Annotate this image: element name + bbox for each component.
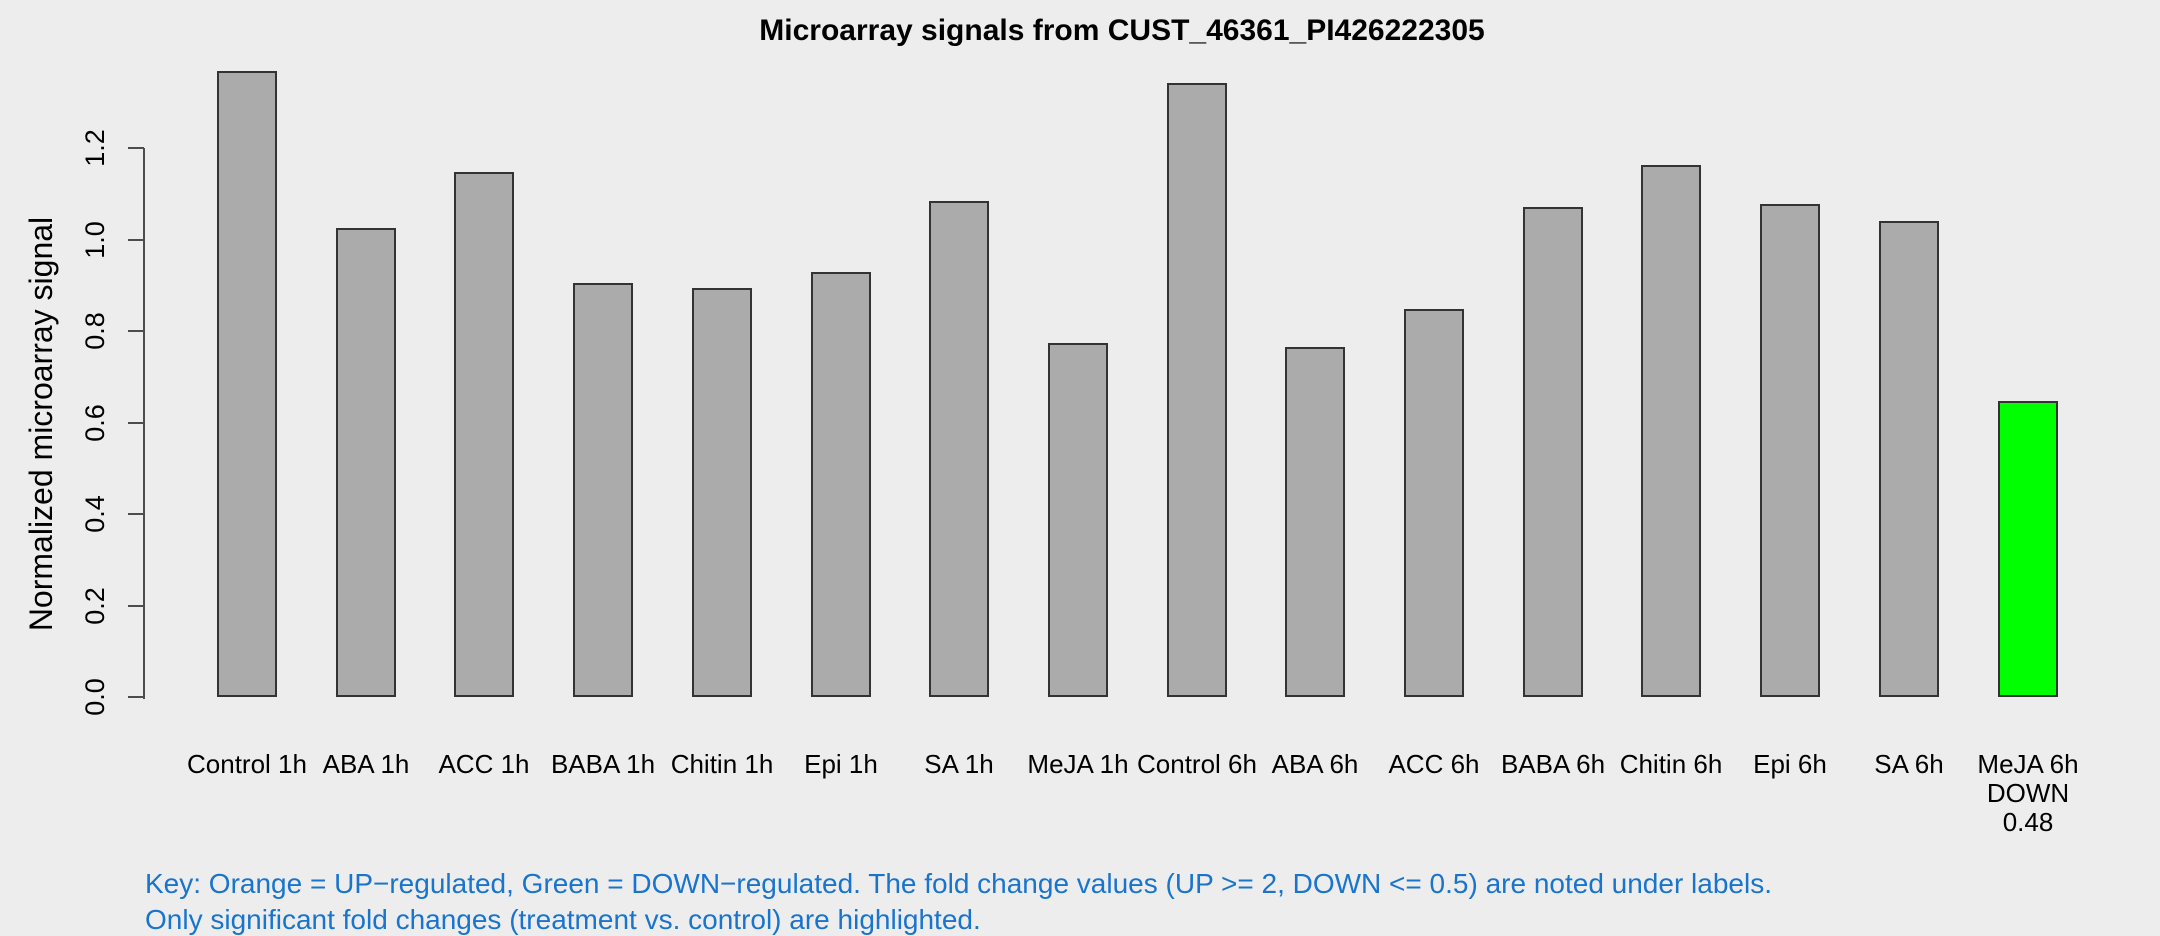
x-tick-label: SA 1h xyxy=(924,749,994,779)
x-tick-label: ABA 6h xyxy=(1271,749,1359,779)
y-tick-label: 0.4 xyxy=(80,495,110,533)
x-tick-label: ACC 6h xyxy=(1388,749,1480,779)
chart-title: Microarray signals from CUST_46361_PI426… xyxy=(759,14,1485,47)
y-tick-mark xyxy=(128,330,144,332)
y-tick-mark xyxy=(128,421,144,424)
y-tick-label: 1.0 xyxy=(80,220,110,259)
y-tick-mark xyxy=(128,696,144,698)
bar-control-6h xyxy=(1167,83,1227,697)
bar-control-1h xyxy=(217,71,277,697)
bar-aba-6h xyxy=(1285,347,1345,697)
bar-baba-6h xyxy=(1523,207,1583,697)
x-tick-label: Epi 6h xyxy=(1753,749,1827,779)
y-tick-label: 0.6 xyxy=(80,403,110,442)
bar-sa-6h xyxy=(1879,221,1939,697)
y-axis-title: Normalized microarray signal xyxy=(23,216,59,632)
bar-acc-6h xyxy=(1404,309,1464,697)
bar-acc-1h xyxy=(454,172,514,697)
y-axis-line xyxy=(143,148,145,699)
x-tick-label: Control 1h xyxy=(187,749,307,779)
y-tick-mark xyxy=(128,604,144,607)
bar-epi-1h xyxy=(811,272,871,697)
bar-sa-1h xyxy=(929,201,989,697)
bar-chitin-1h xyxy=(692,288,752,697)
y-tick-label: 0.2 xyxy=(80,586,110,625)
x-tick-label: Control 6h xyxy=(1137,749,1257,779)
x-tick-label: Chitin 1h xyxy=(670,749,774,779)
y-tick-mark xyxy=(128,147,144,149)
key-note-line-2: Only significant fold changes (treatment… xyxy=(145,904,981,935)
x-tick-label: MeJA 6h DOWN 0.48 xyxy=(1977,749,2079,837)
bar-meja-6h xyxy=(1998,401,2058,697)
x-tick-label: MeJA 1h xyxy=(1027,749,1129,779)
y-tick-mark xyxy=(128,513,144,515)
x-tick-label: ACC 1h xyxy=(438,749,530,779)
y-tick-label: 1.2 xyxy=(80,129,110,167)
key-note-line-1: Key: Orange = UP−regulated, Green = DOWN… xyxy=(145,868,1772,899)
bar-baba-1h xyxy=(573,283,633,697)
x-tick-label: Epi 1h xyxy=(804,749,878,779)
y-tick-label: 0.0 xyxy=(80,678,110,716)
key-note: Key: Orange = UP−regulated, Green = DOWN… xyxy=(145,866,1772,936)
bar-chitin-6h xyxy=(1641,165,1701,697)
x-tick-label: Chitin 6h xyxy=(1619,749,1723,779)
x-tick-label: SA 6h xyxy=(1874,749,1944,779)
y-tick-mark xyxy=(128,238,144,241)
x-tick-label: ABA 1h xyxy=(322,749,410,779)
x-tick-label: BABA 1h xyxy=(550,749,656,779)
bar-meja-1h xyxy=(1048,343,1108,697)
bar-aba-1h xyxy=(336,228,396,697)
bar-epi-6h xyxy=(1760,204,1820,697)
x-tick-label: BABA 6h xyxy=(1500,749,1606,779)
y-tick-label: 0.8 xyxy=(80,312,110,350)
